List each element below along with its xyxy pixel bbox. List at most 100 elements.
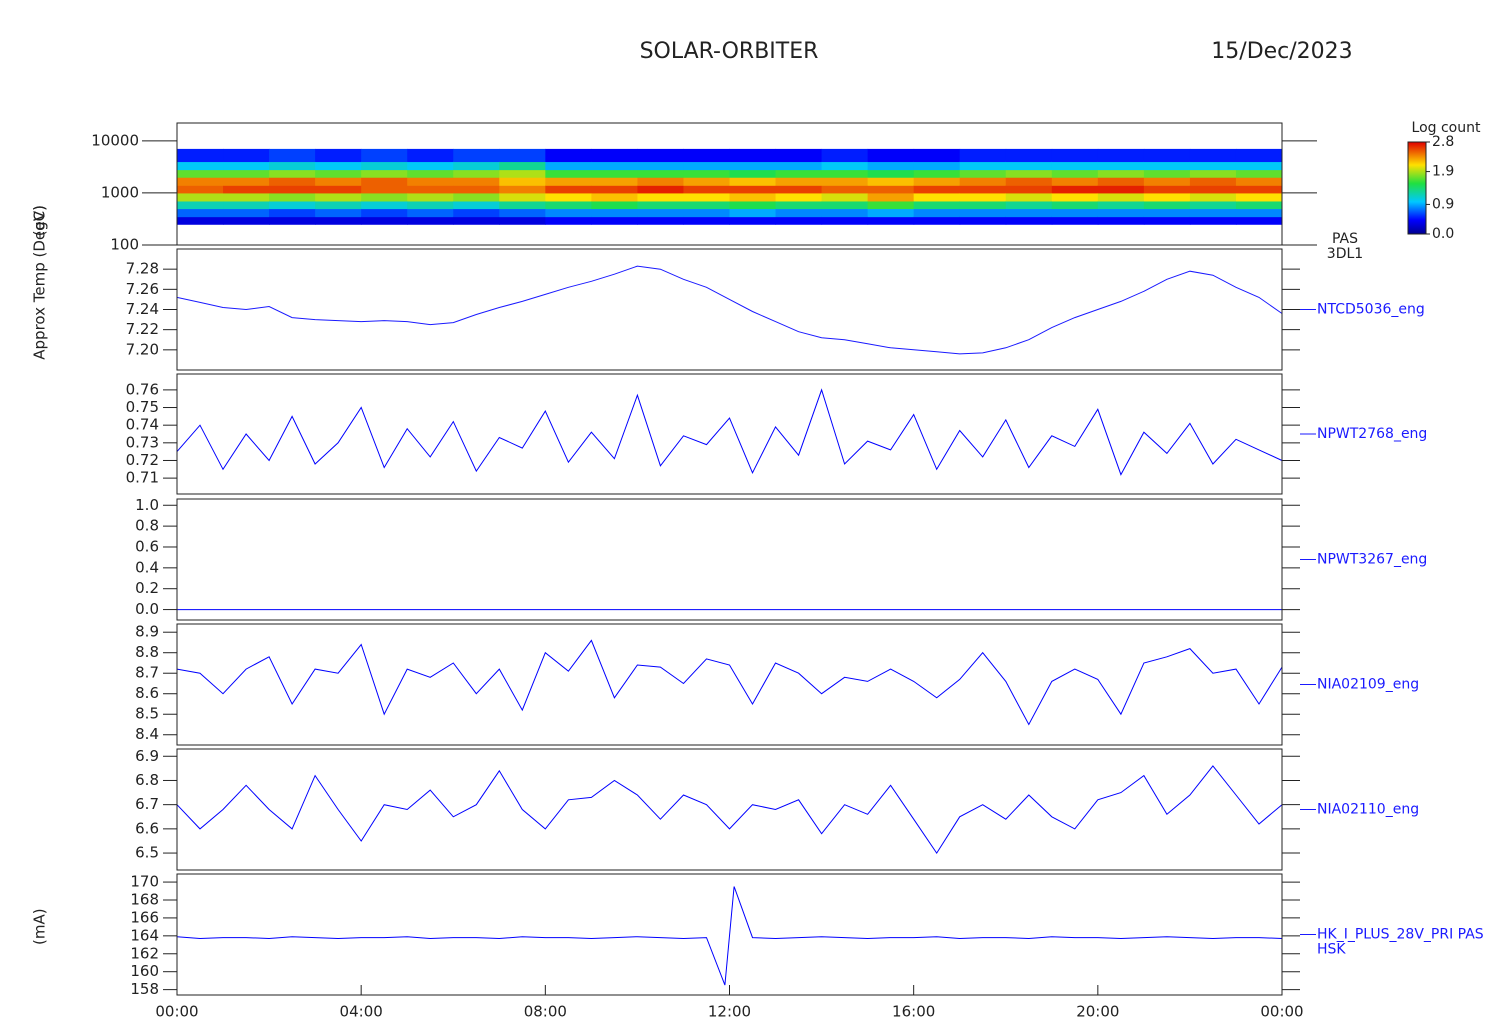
y-tick-label: 0.74 [126,416,159,434]
spectrogram-cell [407,161,454,171]
spectrogram-cell [637,185,684,194]
y-tick-label: 8.9 [135,623,159,641]
spectrogram-cell [1143,185,1191,194]
spectrogram-cell [821,192,869,202]
spectrogram-cell [821,177,869,186]
data-line [176,265,1283,355]
spectrogram-cell [1097,192,1145,202]
spectrogram-cell [1189,216,1237,225]
spectrogram-cell [361,177,408,186]
spectrogram-cell [1051,148,1099,163]
spectrogram-cell [683,200,730,210]
spectrogram-cell [177,192,224,202]
spectrogram-cell [683,208,730,218]
spectrogram-cell [269,169,316,178]
spectrogram-cell [913,216,961,225]
spectrogram-cell [1189,192,1237,202]
spectrogram-cell [1051,192,1099,202]
spectrogram-cell [959,208,1007,218]
spectrogram-cell [545,169,592,178]
spectrogram-cell [683,185,730,194]
spectrogram-cell [913,200,961,210]
spectrogram-cell [1235,192,1283,202]
panel-frame [176,122,1283,246]
spectrogram-cell [407,200,454,210]
spectrogram-cell [177,185,224,194]
spectrogram-cell [1051,185,1099,194]
data-line [176,639,1283,726]
y-tick-label: 7.28 [126,260,159,278]
spectrogram-cell [1235,208,1283,218]
spectrogram-cell [1097,169,1145,178]
spectrogram-cell [177,208,224,218]
x-tick-label: 12:00 [708,1003,751,1020]
spectrogram-cell [315,148,362,163]
spectrogram-cell [591,185,638,194]
spectrogram-cell [591,200,638,210]
spectrogram-cell [545,177,592,186]
spectrogram-cell [637,169,684,178]
spectrogram-cell [959,216,1007,225]
spectrogram-cell [269,192,316,202]
spectrogram-cell [913,208,961,218]
spectrogram-cell [453,148,500,163]
y-tick-label: 8.6 [135,684,159,702]
y-tick-label: 160 [130,962,159,980]
spectrogram-cell [821,161,869,171]
y-tick-label: 0.76 [126,380,159,398]
spectrogram-cell [637,200,684,210]
spectrogram-cell [269,200,316,210]
x-tick-label: 00:00 [1260,1003,1303,1020]
spectrogram-cell [1005,169,1053,178]
spectrogram-cell [1189,200,1237,210]
spectrogram-cell [453,216,500,225]
y-tick-label: 6.7 [135,795,159,813]
panel-frame [176,248,1283,371]
spectrogram-cell [683,161,730,171]
spectrogram-cell [913,161,961,171]
spectrogram-cell [821,200,869,210]
spectrogram-cell [591,192,638,202]
y-tick-label: 7.24 [126,300,159,318]
spectrogram-cell [775,169,823,178]
spectrogram-cell [545,192,592,202]
spectrogram-cell [637,216,684,225]
source-label: HSK [1317,942,1346,958]
spectrogram-cell [453,208,500,218]
spectrogram-cell [683,148,730,163]
spectrogram-cell [821,148,869,163]
spectrogram-cell [545,148,592,163]
spectrogram-cell [1143,208,1191,218]
spectrogram-cell [637,161,684,171]
spectrogram-cell [1235,216,1283,225]
y-tick-label: 164 [130,926,159,944]
y-tick-label: 166 [130,908,159,926]
spectrogram-cell [453,192,500,202]
spectrogram-cell [1097,161,1145,171]
spectrogram-cell [453,177,500,186]
spectrogram-cell [729,169,777,178]
y-tick-label: 7.26 [126,280,159,298]
x-tick-label: 04:00 [340,1003,383,1020]
spectrogram-cell [591,148,638,163]
spectrogram-cell [729,161,777,171]
spectrogram-cell [223,192,270,202]
spectrogram-cell [315,192,362,202]
spectrogram-cell [1189,185,1237,194]
panel-label: 3DL1 [1327,246,1363,262]
spectrogram-cell [729,216,777,225]
spectrogram-cell [361,185,408,194]
spectrogram-cell [499,185,546,194]
spectrogram-cell [775,208,823,218]
spectrogram-cell [223,177,270,186]
spectrogram-cell [177,177,224,186]
spectrogram-cell [729,185,777,194]
spectrogram-cell [959,169,1007,178]
spectrogram-cell [1235,177,1283,186]
spectrogram-cell [637,148,684,163]
y-tick-label: 162 [130,944,159,962]
spectrogram-cell [1143,161,1191,171]
spectrogram-cell [1189,177,1237,186]
spectrogram-cell [1235,148,1283,163]
panel-frame [176,623,1283,746]
